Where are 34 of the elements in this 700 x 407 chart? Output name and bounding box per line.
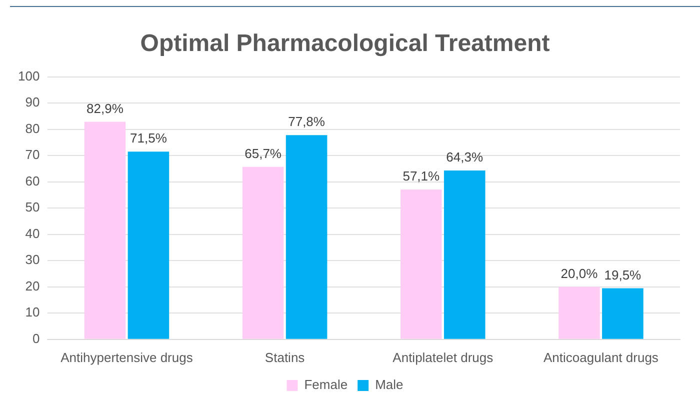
x-tick-label: Statins: [264, 350, 306, 365]
chart-title: Optimal Pharmacological Treatment: [140, 30, 550, 58]
y-tick-label: 40: [25, 226, 40, 241]
y-tick-label: 80: [25, 120, 40, 136]
bar: [602, 288, 644, 339]
data-label: 57,1%: [402, 168, 440, 184]
y-tick-label: 10: [25, 304, 40, 320]
bar: [444, 170, 486, 339]
bar: [558, 286, 600, 339]
y-tick-label: 20: [25, 278, 40, 294]
y-tick-label: 70: [25, 147, 40, 162]
data-label: 64,3%: [446, 150, 484, 165]
data-label: 71,5%: [130, 130, 168, 146]
x-tick-label: Antihypertensive drugs: [60, 350, 194, 365]
bar: [84, 122, 126, 339]
data-label: 65,7%: [244, 146, 282, 161]
y-tick-label: 60: [25, 173, 40, 188]
bar: [128, 152, 170, 339]
y-tick-label: 30: [25, 252, 40, 268]
bar: [286, 135, 328, 339]
y-tick-label: 50: [25, 200, 40, 215]
y-tick-label: 90: [25, 94, 40, 110]
data-label: 19,5%: [604, 267, 642, 282]
data-label: 82,9%: [86, 100, 124, 116]
data-label: 77,8%: [288, 114, 326, 130]
bar: [400, 189, 442, 339]
legend-label: Male: [375, 377, 404, 392]
y-tick-label: 100: [18, 68, 40, 84]
x-tick-label: Antiplatelet drugs: [392, 350, 494, 365]
y-tick-label: 0: [32, 330, 40, 346]
bar: [242, 166, 284, 339]
data-label: 20,0%: [560, 266, 598, 281]
x-tick-label: Anticoagulant drugs: [544, 350, 659, 365]
legend-label: Female: [304, 377, 348, 392]
